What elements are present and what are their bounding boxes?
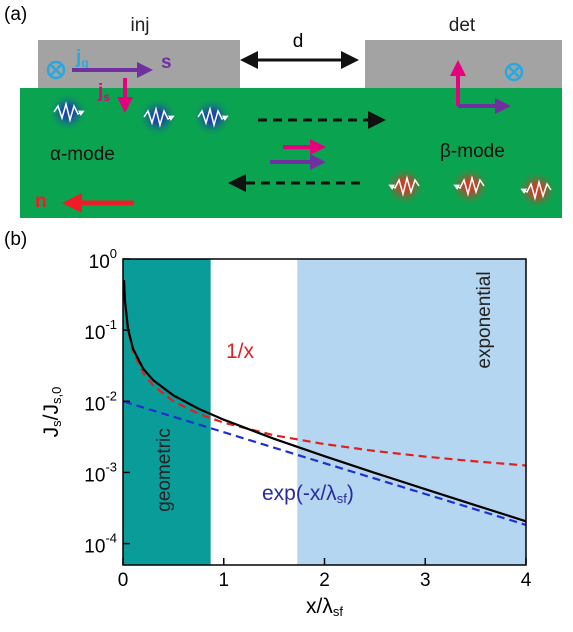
x-axis-label: x/λsf [306, 595, 343, 620]
y-tick-label: 100 [89, 246, 117, 273]
detector-label: det [449, 15, 476, 36]
distance-label: d [293, 31, 304, 52]
tick-exponent: -2 [105, 389, 117, 404]
x-tick-label: 4 [521, 570, 532, 591]
region [123, 259, 211, 565]
annotation: 1/x [226, 340, 255, 363]
y-tick-label: 10-1 [84, 318, 117, 345]
text-sub: sf [333, 604, 344, 619]
normal-label: n [35, 191, 47, 212]
text-main: exp(-x/λ [262, 482, 337, 505]
injector-label: inj [130, 15, 149, 36]
panel-label: (b) [4, 229, 27, 250]
y-tick-label: 10-4 [84, 531, 117, 558]
tick-base: 10 [89, 252, 110, 273]
beta-mode-label: β-mode [440, 141, 505, 162]
y-tick-label: 10-3 [84, 460, 117, 487]
tick-base: 10 [84, 537, 105, 558]
figure: (a) inj det d jq s js α-mod [0, 0, 573, 632]
x-tick-label: 3 [420, 570, 431, 591]
text-sub: sf [337, 491, 348, 506]
x-tick-label: 0 [118, 570, 129, 591]
text-main: x/λ [306, 595, 333, 618]
tick-exponent: -3 [105, 460, 117, 475]
spin-label: s [161, 52, 172, 73]
detector-electrode [365, 40, 562, 88]
tick-exponent: -4 [105, 531, 117, 546]
y-tick-label: 10-2 [84, 389, 117, 416]
panel-label: (a) [4, 4, 27, 25]
text-main: /J [40, 404, 63, 420]
y-axis-label: Js/Js,0 [40, 387, 65, 438]
text-main: ) [347, 482, 354, 505]
injector-electrode [38, 40, 240, 88]
panel-a: (a) inj det d jq s js α-mod [4, 4, 562, 218]
label-sub: s [103, 90, 110, 104]
tick-base: 10 [84, 465, 105, 486]
tick-base: 10 [84, 323, 105, 344]
x-tick-label: 2 [319, 570, 330, 591]
tick-base: 10 [84, 394, 105, 415]
tick-exponent: 0 [110, 246, 117, 261]
text-main: J [40, 427, 63, 438]
text-sub: s,0 [49, 387, 64, 404]
x-tick-label: 1 [218, 570, 229, 591]
region-label: exponential [474, 271, 495, 368]
alpha-mode-label: α-mode [50, 144, 115, 165]
text-main: 1/x [226, 340, 255, 363]
tick-exponent: -1 [105, 318, 117, 333]
region-label: geometric [154, 428, 175, 511]
beta-wavepackets [385, 166, 557, 210]
